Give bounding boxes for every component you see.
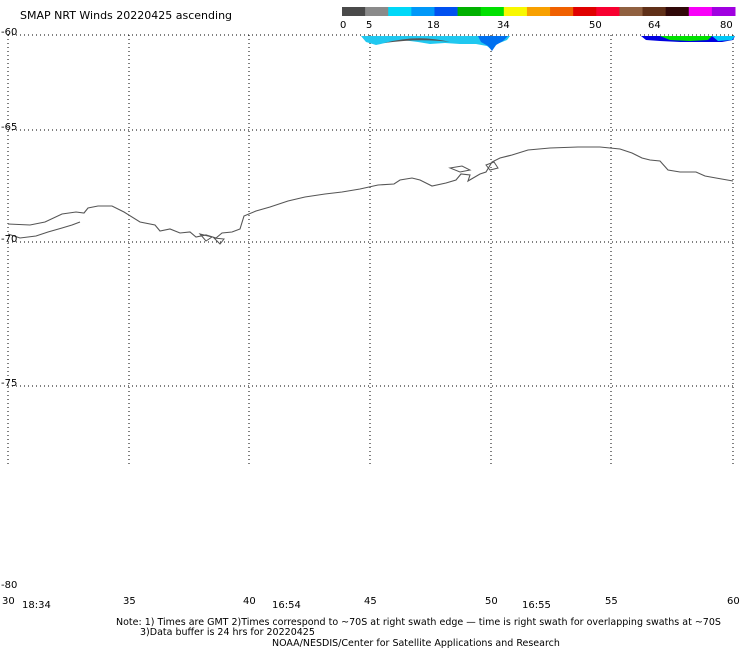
colorbar-segment — [388, 7, 412, 16]
map-title: SMAP NRT Winds 20220425 ascending — [20, 9, 233, 22]
colorbar-tick-label: 80 — [720, 20, 733, 31]
colorbar-segment — [596, 7, 620, 16]
colorbar-segment — [526, 7, 551, 16]
colorbar-segment — [665, 7, 690, 16]
latitude-label: -65 — [1, 122, 18, 133]
latitude-label: -70 — [1, 234, 18, 245]
swath-time-label: 16:54 — [272, 600, 301, 611]
colorbar-segment — [711, 7, 736, 16]
colorbar-tick-label: 50 — [589, 20, 602, 31]
latitude-label: -75 — [1, 378, 18, 389]
swath-center-land-mask — [384, 38, 450, 43]
lat-lon-grid — [7, 34, 734, 465]
latitude-label: -60 — [1, 27, 18, 38]
longitude-label: 40 — [243, 596, 256, 607]
swath-center-blue — [478, 36, 508, 51]
longitude-label: 30 — [2, 596, 15, 607]
colorbar-segment — [480, 7, 505, 16]
colorbar-segment — [434, 7, 459, 16]
note-line-1: Note: 1) Times are GMT 2)Times correspon… — [116, 617, 721, 628]
colorbar-tick-label: 0 — [340, 20, 347, 31]
colorbar-segment — [503, 7, 528, 16]
swath-right-green — [660, 36, 712, 41]
longitude-label: 60 — [727, 596, 740, 607]
longitude-label: 45 — [364, 596, 377, 607]
colorbar-segment — [365, 7, 389, 16]
colorbar-segment — [642, 7, 667, 16]
antarctic-coastline — [7, 146, 734, 239]
longitude-label: 35 — [123, 596, 136, 607]
colorbar-segment — [573, 7, 597, 16]
colorbar-segment — [342, 7, 366, 16]
swath-right-cyan — [712, 36, 735, 41]
swath-time-label: 16:55 — [522, 600, 551, 611]
colorbar-tick-label: 34 — [497, 20, 510, 31]
colorbar-segment — [688, 7, 713, 16]
swath-time-label: 18:34 — [22, 600, 51, 611]
colorbar-tick-label: 5 — [366, 20, 373, 31]
latitude-label: -80 — [1, 580, 18, 591]
note-line-2: 3)Data buffer is 24 hrs for 20220425 — [140, 627, 315, 638]
colorbar-tick-label: 64 — [648, 20, 661, 31]
colorbar-segment — [550, 7, 574, 16]
colorbar-segment — [411, 7, 435, 16]
coastline-islands — [198, 161, 499, 245]
colorbar-segment — [457, 7, 482, 16]
swath-center — [361, 36, 510, 50]
colorbar-tick-label: 18 — [427, 20, 440, 31]
colorbar-segment — [619, 7, 644, 16]
wind-speed-colorbar — [342, 7, 736, 16]
note-credit: NOAA/NESDIS/Center for Satellite Applica… — [272, 638, 560, 649]
longitude-label: 55 — [605, 596, 618, 607]
wind-swaths — [361, 36, 735, 51]
longitude-label: 50 — [485, 596, 498, 607]
